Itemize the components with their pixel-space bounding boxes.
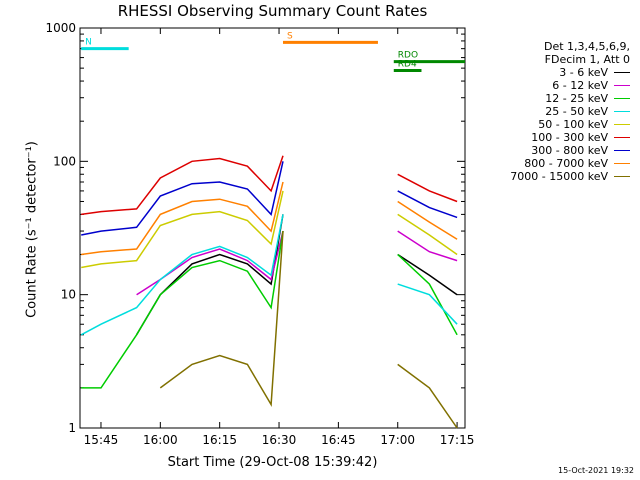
legend-swatch (614, 98, 630, 99)
legend-entry: 6 - 12 keV (470, 79, 630, 92)
y-tick-label: 10 (61, 288, 76, 302)
series-line-7000-15000keV (159, 231, 284, 407)
tick-marks: 15:45 16:00 16:15 16:30 16:45 17:00 17:15 1 10 10… (45, 21, 474, 447)
y-axis-label: Count Rate (s⁻¹ detector⁻¹) (24, 141, 40, 318)
series-group (80, 155, 458, 429)
legend-swatch (614, 176, 630, 177)
annotation-label: RDO (398, 51, 418, 61)
legend-entry: 3 - 6 keV (470, 66, 630, 79)
legend-swatch (614, 111, 630, 112)
legend-header-line: FDecim 1, Att 0 (544, 53, 630, 66)
legend-swatch (614, 85, 630, 86)
legend-label: 12 - 25 keV (545, 92, 608, 105)
legend-entry: 7000 - 15000 keV (470, 170, 630, 183)
series-line-3-6keV (397, 253, 458, 296)
legend-label: 300 - 800 keV (531, 144, 608, 157)
series-line-800-7000keV (81, 181, 284, 256)
legend-entry: 50 - 100 keV (470, 118, 630, 131)
series-line-50-100keV (81, 190, 284, 269)
series-line-25-50keV (80, 214, 284, 336)
legend-swatch (614, 72, 630, 73)
x-tick-label: 17:00 (380, 433, 415, 447)
series-line-3-6keV (135, 214, 284, 336)
annotation-label: N (85, 38, 92, 48)
x-tick-label: 16:15 (202, 433, 237, 447)
annotation-label: RD4 (398, 60, 417, 70)
legend-rows: 3 - 6 keV 6 - 12 keV 12 - 25 keV 25 - 50 ke… (470, 66, 630, 183)
legend-swatch (614, 150, 630, 151)
y-tick-label: 1000 (45, 21, 76, 35)
legend-swatch (614, 163, 630, 164)
legend-label: 3 - 6 keV (559, 66, 608, 79)
legend-label: 25 - 50 keV (545, 105, 608, 118)
series-line-25-50keV (397, 283, 458, 325)
x-axis-label: Start Time (29-Oct-08 15:39:42) (167, 455, 378, 470)
y-tick-label: 100 (53, 154, 76, 168)
footer-timestamp: 15-Oct-2021 19:32 (558, 466, 634, 475)
legend-label: 800 - 7000 keV (524, 157, 608, 170)
legend-label: 100 - 300 keV (531, 131, 608, 144)
series-line-100-300keV (397, 173, 458, 203)
legend-entry: 100 - 300 keV (470, 131, 630, 144)
series-line-6-12keV (397, 230, 458, 262)
legend-entry: 300 - 800 keV (470, 144, 630, 157)
series-line-50-100keV (397, 213, 458, 256)
legend-entry: 800 - 7000 keV (470, 157, 630, 170)
x-tick-label: 16:00 (143, 433, 178, 447)
series-line-12-25keV (81, 230, 284, 389)
annotation-label: S (287, 31, 293, 41)
legend: Det 1,3,4,5,6,9, FDecim 1, Att 0 3 - 6 k… (470, 40, 630, 183)
legend-label: 7000 - 15000 keV (510, 170, 608, 183)
legend-entry: 12 - 25 keV (470, 92, 630, 105)
series-line-300-800keV (81, 161, 284, 236)
plot-frame (79, 27, 466, 429)
y-tick-label: 1 (68, 421, 76, 435)
series-line-300-800keV (397, 190, 458, 219)
series-line-7000-15000keV (397, 363, 458, 429)
legend-label: 6 - 12 keV (552, 79, 608, 92)
chart-title: RHESSI Observing Summary Count Rates (117, 2, 428, 20)
x-tick-label: 16:45 (321, 433, 356, 447)
legend-header-line: Det 1,3,4,5,6,9, (543, 40, 630, 53)
series-line-12-25keV (397, 253, 458, 336)
x-tick-label: 15:45 (84, 433, 119, 447)
legend-entry: 25 - 50 keV (470, 105, 630, 118)
series-line-800-7000keV (397, 200, 458, 240)
x-tick-label: 17:15 (440, 433, 475, 447)
legend-swatch (614, 137, 630, 138)
legend-swatch (614, 124, 630, 125)
legend-label: 50 - 100 keV (538, 118, 608, 131)
x-tick-label: 16:30 (262, 433, 297, 447)
series-line-100-300keV (81, 155, 284, 216)
